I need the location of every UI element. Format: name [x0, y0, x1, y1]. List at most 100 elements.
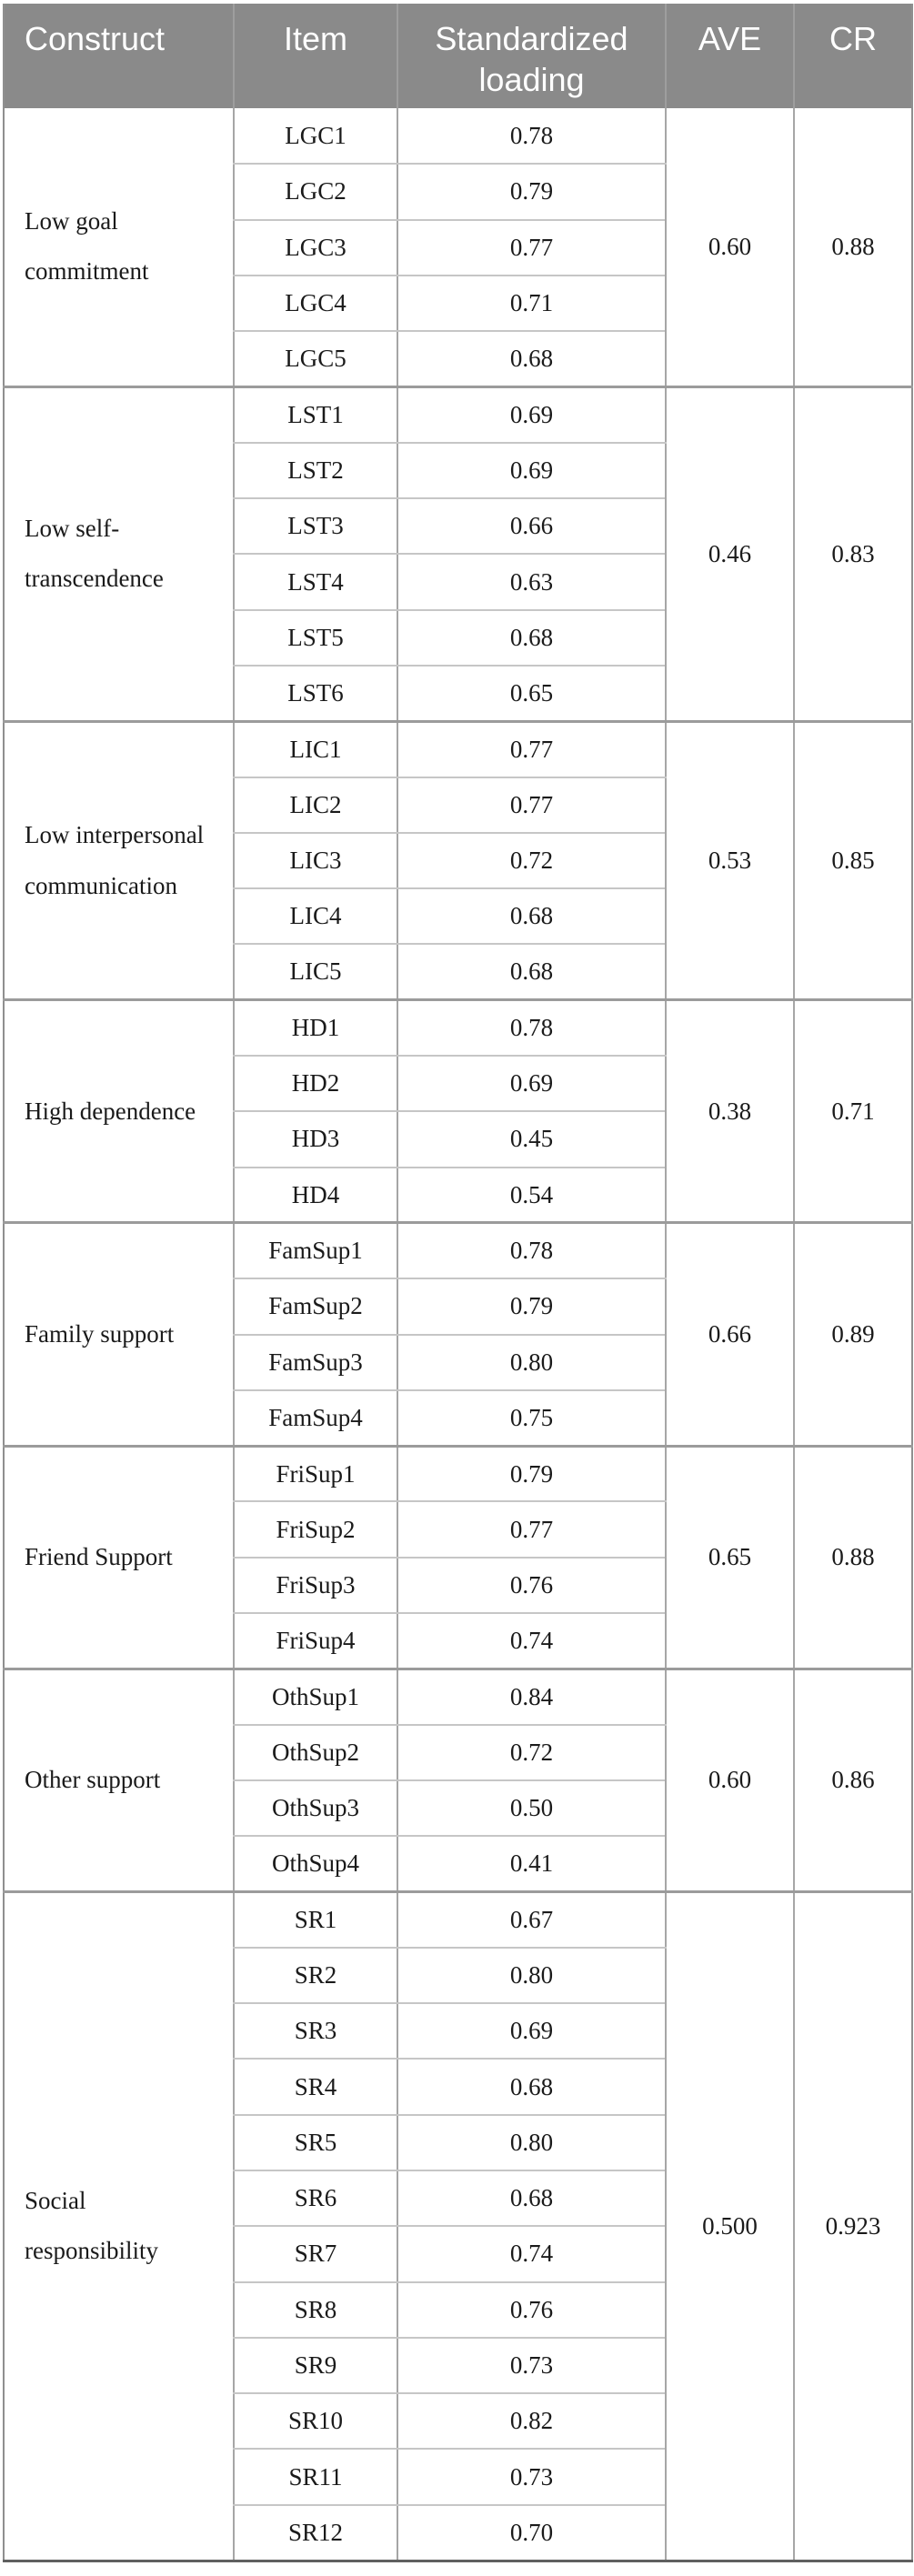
loading-cell: 0.77 — [397, 219, 666, 276]
item-cell: FamSup2 — [233, 1278, 397, 1336]
ave-cell: 0.500 — [665, 1891, 794, 2562]
loading-cell: 0.77 — [397, 1501, 666, 1559]
loading-cell: 0.77 — [397, 777, 666, 834]
item-cell: LIC5 — [233, 944, 397, 1002]
ave-cell: 0.38 — [665, 999, 794, 1225]
table-row: SR8 0.76 — [4, 2281, 912, 2339]
header-cr: CR — [793, 4, 912, 108]
construct-cell: Low self-transcendence — [4, 386, 234, 723]
loading-cell: 0.77 — [397, 721, 666, 778]
item-cell: LGC5 — [233, 331, 397, 388]
construct-cell: High dependence — [4, 999, 234, 1225]
loading-cell: 0.72 — [397, 832, 666, 890]
item-cell: SR12 — [233, 2504, 397, 2562]
item-cell: FamSup3 — [233, 1334, 397, 1391]
item-cell: SR8 — [233, 2281, 397, 2339]
loading-cell: 0.68 — [397, 609, 666, 667]
item-cell: LGC1 — [233, 108, 397, 165]
item-cell: OthSup4 — [233, 1836, 397, 1894]
table-row: Social responsibility SR1 0.67 0.500 0.9… — [4, 1891, 912, 2562]
table-row: Low self-transcendence LST1 0.69 0.46 0.… — [4, 386, 912, 723]
cr-cell: 0.88 — [793, 1446, 912, 1670]
item-cell: SR6 — [233, 2170, 397, 2228]
loading-cell: 0.73 — [397, 2449, 666, 2506]
table-row: FamSup2 0.79 — [4, 1278, 912, 1336]
ave-cell: 0.53 — [665, 721, 794, 1002]
item-cell: OthSup3 — [233, 1779, 397, 1838]
loading-cell: 0.68 — [397, 2059, 666, 2116]
loading-cell: 0.79 — [397, 1446, 666, 1503]
item-cell: OthSup1 — [233, 1669, 397, 1726]
item-cell: LIC1 — [233, 721, 397, 778]
loading-cell: 0.80 — [397, 1947, 666, 2005]
loading-cell: 0.78 — [397, 108, 666, 165]
ave-cell: 0.66 — [665, 1222, 794, 1448]
loading-cell: 0.67 — [397, 1891, 666, 1949]
loading-cell: 0.68 — [397, 331, 666, 388]
item-cell: LIC4 — [233, 888, 397, 946]
table-row: SR10 0.82 — [4, 2393, 912, 2451]
loading-cell: 0.69 — [397, 386, 666, 444]
item-cell: SR1 — [233, 1891, 397, 1949]
loading-cell: 0.82 — [397, 2393, 666, 2451]
table-row: SR6 0.68 — [4, 2170, 912, 2228]
item-cell: HD4 — [233, 1167, 397, 1225]
item-cell: SR10 — [233, 2393, 397, 2451]
loading-cell: 0.78 — [397, 999, 666, 1057]
table-row: OthSup2 0.72 — [4, 1724, 912, 1781]
table-row: FriSup2 0.77 — [4, 1501, 912, 1559]
item-cell: LIC3 — [233, 832, 397, 890]
item-cell: SR2 — [233, 1947, 397, 2005]
loading-cell: 0.65 — [397, 665, 666, 723]
loading-cell: 0.41 — [397, 1836, 666, 1894]
table-row: LST6 0.65 — [4, 665, 912, 723]
loading-cell: 0.79 — [397, 164, 666, 221]
loading-cell: 0.50 — [397, 1779, 666, 1838]
header-standardized-loading: Standardized loading — [397, 4, 666, 108]
item-cell: FriSup3 — [233, 1557, 397, 1615]
construct-cell: Family support — [4, 1222, 234, 1448]
table-row: HD2 0.69 — [4, 1056, 912, 1113]
item-cell: HD2 — [233, 1056, 397, 1113]
cr-cell: 0.71 — [793, 999, 912, 1225]
construct-cell: Other support — [4, 1669, 234, 1894]
item-cell: FriSup2 — [233, 1501, 397, 1559]
loading-cell: 0.84 — [397, 1669, 666, 1726]
item-cell: LST2 — [233, 442, 397, 500]
table-row: LST4 0.63 — [4, 554, 912, 611]
table-row: LIC5 0.68 — [4, 944, 912, 1002]
item-cell: LST4 — [233, 554, 397, 611]
loading-cell: 0.71 — [397, 275, 666, 333]
ave-cell: 0.46 — [665, 386, 794, 723]
table-row: HD4 0.54 — [4, 1167, 912, 1225]
loading-cell: 0.69 — [397, 442, 666, 500]
construct-cell: Low goal commitment — [4, 108, 234, 388]
item-cell: OthSup2 — [233, 1724, 397, 1781]
ave-cell: 0.60 — [665, 1669, 794, 1894]
item-cell: SR5 — [233, 2114, 397, 2171]
item-cell: LST6 — [233, 665, 397, 723]
item-cell: LGC2 — [233, 164, 397, 221]
cr-cell: 0.923 — [793, 1891, 912, 2562]
cr-cell: 0.83 — [793, 386, 912, 723]
loading-cell: 0.76 — [397, 1557, 666, 1615]
loading-cell: 0.69 — [397, 1056, 666, 1113]
item-cell: SR7 — [233, 2226, 397, 2283]
loading-cell: 0.79 — [397, 1278, 666, 1336]
item-cell: LST1 — [233, 386, 397, 444]
table-row: SR4 0.68 — [4, 2059, 912, 2116]
table-row: OthSup4 0.41 — [4, 1836, 912, 1894]
table-row: SR5 0.80 — [4, 2114, 912, 2171]
table-row: LST5 0.68 — [4, 609, 912, 667]
item-cell: SR11 — [233, 2449, 397, 2506]
item-cell: SR4 — [233, 2059, 397, 2116]
loading-cell: 0.63 — [397, 554, 666, 611]
loading-cell: 0.78 — [397, 1222, 666, 1280]
item-cell: LGC4 — [233, 275, 397, 333]
header-row: Construct Item Standardized loading AVE … — [4, 4, 912, 108]
table-row: HD3 0.45 — [4, 1111, 912, 1168]
cr-cell: 0.86 — [793, 1669, 912, 1894]
table-row: LST3 0.66 — [4, 498, 912, 556]
table-row: SR2 0.80 — [4, 1947, 912, 2005]
item-cell: HD3 — [233, 1111, 397, 1168]
